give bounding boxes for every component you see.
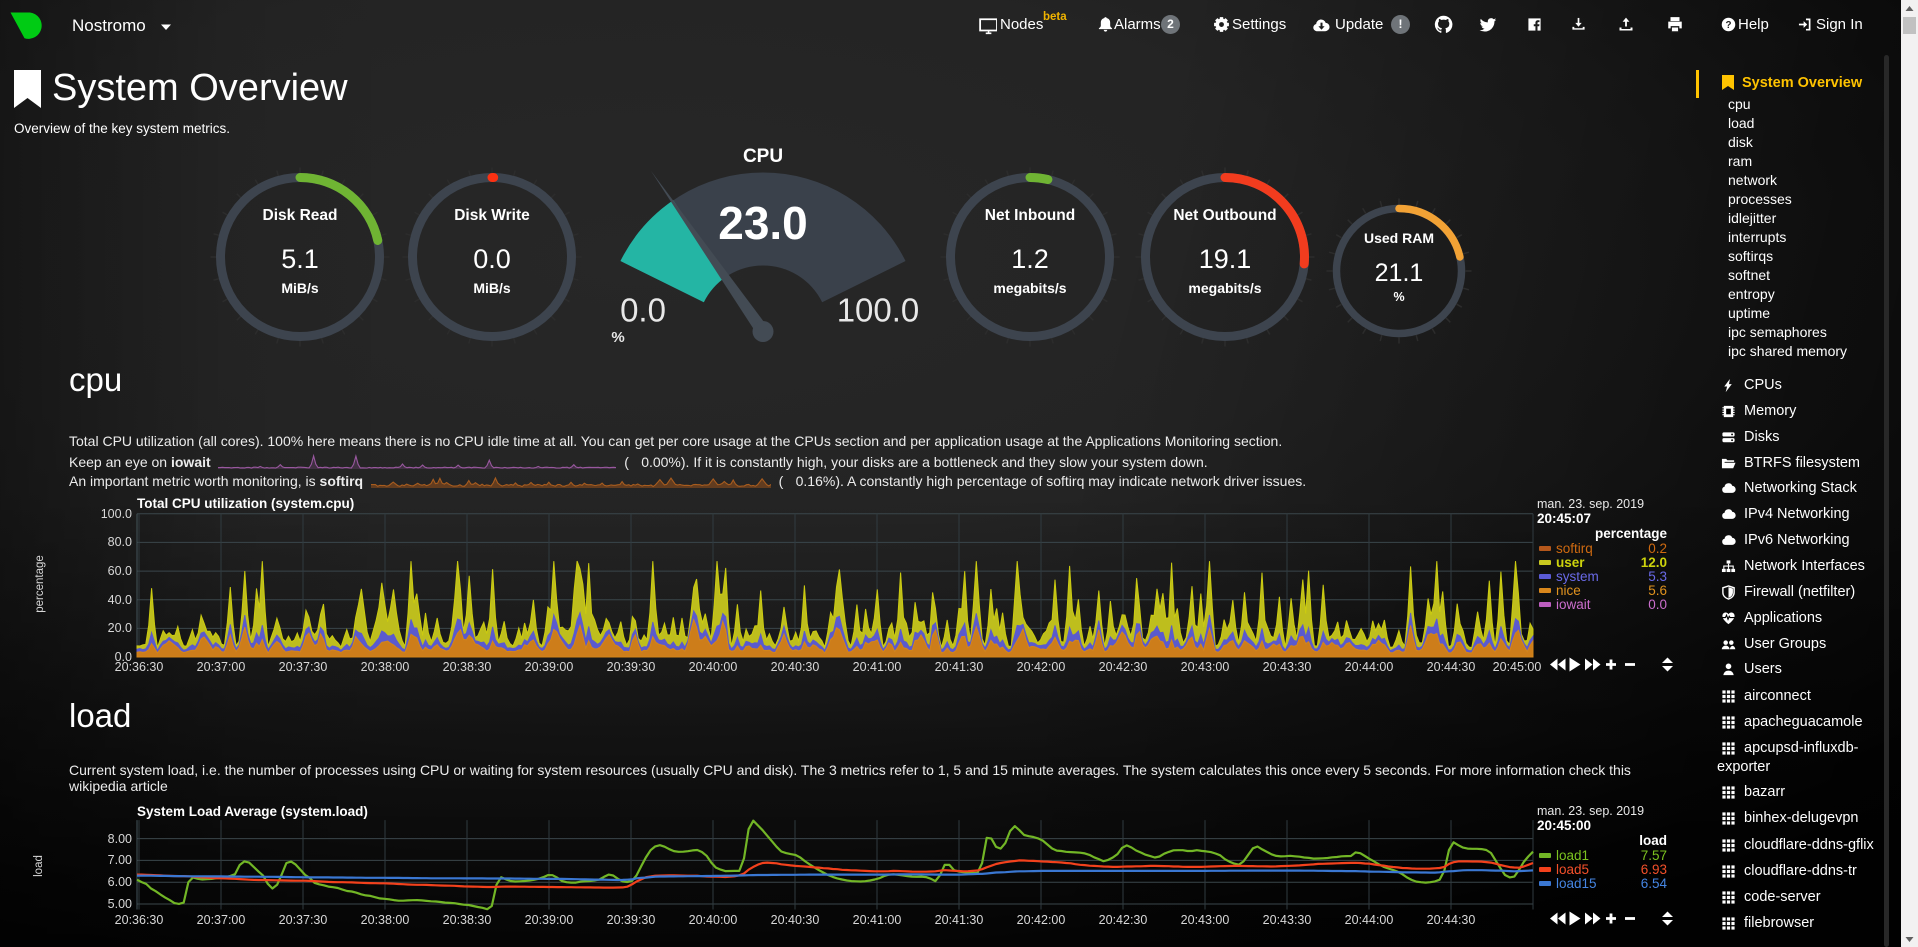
svg-text:19.1: 19.1 bbox=[1199, 244, 1252, 274]
svg-text:%: % bbox=[611, 329, 624, 346]
svg-text:100.0: 100.0 bbox=[837, 292, 920, 329]
svg-text:21.1: 21.1 bbox=[1375, 259, 1424, 287]
svg-text:0.0: 0.0 bbox=[473, 244, 511, 274]
svg-text:?: ? bbox=[1725, 20, 1731, 31]
svg-text:5.1: 5.1 bbox=[281, 244, 319, 274]
svg-text:MiB/s: MiB/s bbox=[281, 280, 319, 296]
svg-text:1.2: 1.2 bbox=[1011, 244, 1049, 274]
svg-text:megabits/s: megabits/s bbox=[1188, 280, 1261, 296]
svg-text:Disk Read: Disk Read bbox=[263, 207, 338, 224]
svg-text:0.0: 0.0 bbox=[620, 292, 666, 329]
svg-text:Net Inbound: Net Inbound bbox=[985, 207, 1075, 224]
svg-text:Used RAM: Used RAM bbox=[1364, 230, 1434, 246]
svg-text:23.0: 23.0 bbox=[718, 197, 808, 249]
svg-text:Net Outbound: Net Outbound bbox=[1173, 207, 1276, 224]
svg-text:Disk Write: Disk Write bbox=[454, 207, 530, 224]
svg-text:%: % bbox=[1393, 290, 1404, 304]
svg-text:MiB/s: MiB/s bbox=[473, 280, 511, 296]
svg-text:megabits/s: megabits/s bbox=[993, 280, 1066, 296]
